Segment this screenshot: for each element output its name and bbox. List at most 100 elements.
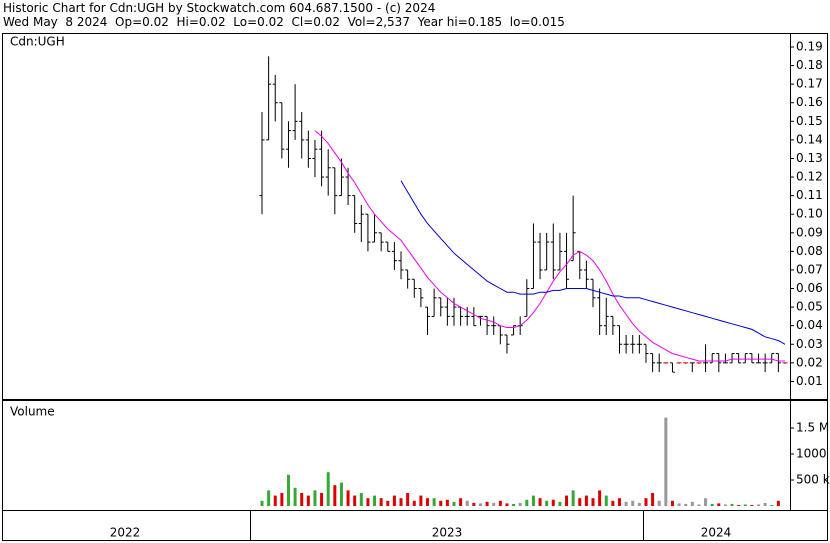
y-tick-label: 0.14 xyxy=(796,132,823,146)
volume-bar xyxy=(710,503,714,506)
y-tick-label: 0.04 xyxy=(796,318,823,332)
volume-bar xyxy=(280,493,284,506)
volume-bar xyxy=(670,500,674,506)
volume-bar xyxy=(617,498,621,506)
moving-average xyxy=(314,130,785,362)
volume-bar xyxy=(611,500,615,506)
y-tick-label: 0.02 xyxy=(796,355,823,369)
volume-bar xyxy=(531,495,535,506)
chart-subtitle: Wed May 8 2024 Op=0.02 Hi=0.02 Lo=0.02 C… xyxy=(3,15,565,29)
volume-bar xyxy=(757,504,761,506)
volume-bar xyxy=(737,504,741,506)
volume-bar xyxy=(565,495,569,506)
volume-panel xyxy=(2,400,828,511)
y-tick-label: 0.15 xyxy=(796,114,823,128)
volume-bar xyxy=(690,501,694,506)
volume-bar xyxy=(485,501,489,506)
y-tick-label: 500 k xyxy=(796,473,830,487)
volume-bar xyxy=(571,490,575,506)
volume-bar xyxy=(512,503,516,506)
symbol-label: Cdn:UGH xyxy=(10,35,65,49)
y-tick-label: 0.08 xyxy=(796,244,823,258)
volume-bar xyxy=(313,490,317,506)
volume-bar xyxy=(644,498,648,506)
volume-bar xyxy=(386,500,390,506)
volume-bar xyxy=(584,495,588,506)
volume-bar xyxy=(366,498,370,506)
volume-bar xyxy=(379,498,383,506)
volume-bar xyxy=(697,504,701,506)
y-tick-label: 0.12 xyxy=(796,170,823,184)
volume-bar xyxy=(664,417,668,506)
volume-bar xyxy=(452,501,456,506)
volume-bar xyxy=(545,500,549,506)
volume-bar xyxy=(439,500,443,506)
volume-bar xyxy=(631,500,635,506)
y-tick-label: 0.11 xyxy=(796,188,823,202)
year-label: 2022 xyxy=(110,526,141,540)
year-label: 2023 xyxy=(432,526,463,540)
time-axis xyxy=(2,510,828,541)
volume-bar xyxy=(459,498,463,506)
volume-bar xyxy=(704,498,708,506)
volume-bar xyxy=(293,487,297,506)
volume-bar xyxy=(551,499,555,506)
volume-bar xyxy=(432,498,436,506)
volume-bar xyxy=(604,495,608,506)
volume-bar xyxy=(406,493,410,506)
volume-bar xyxy=(286,474,290,506)
volume-bar xyxy=(525,499,529,506)
volume-bar xyxy=(538,498,542,506)
volume-bar xyxy=(472,502,476,506)
volume-label: Volume xyxy=(10,405,55,419)
volume-bar xyxy=(624,501,628,506)
volume-bar xyxy=(320,493,324,506)
volume-bar xyxy=(339,482,343,506)
y-tick-label: 0.13 xyxy=(796,151,823,165)
volume-bar xyxy=(578,498,582,506)
y-tick-label: 0.17 xyxy=(796,77,823,91)
volume-bar xyxy=(300,493,304,506)
volume-bar xyxy=(445,499,449,506)
y-tick-label: 0.06 xyxy=(796,281,823,295)
volume-bar xyxy=(770,504,774,506)
chart-title: Historic Chart for Cdn:UGH by Stockwatch… xyxy=(3,1,436,15)
volume-bar xyxy=(267,490,271,506)
volume-bar xyxy=(684,503,688,506)
year-label: 2024 xyxy=(701,526,732,540)
volume-bar xyxy=(306,495,310,506)
volume-bar xyxy=(743,504,747,506)
volume-bar xyxy=(637,502,641,506)
volume-bar xyxy=(717,503,721,506)
y-tick-label: 0.10 xyxy=(796,207,823,221)
y-tick-label: 1.5 M xyxy=(796,421,829,435)
volume-bar xyxy=(492,502,496,506)
volume-bar xyxy=(419,495,423,506)
volume-bar xyxy=(657,500,661,506)
y-tick-label: 0.05 xyxy=(796,300,823,314)
y-tick-label: 0.01 xyxy=(796,374,823,388)
y-tick-label: 0.16 xyxy=(796,95,823,109)
volume-bar xyxy=(558,501,562,506)
volume-bar xyxy=(333,485,337,506)
volume-bar xyxy=(353,495,357,506)
moving-average xyxy=(400,180,786,345)
volume-bar xyxy=(750,504,754,506)
volume-bar xyxy=(651,493,655,506)
y-tick-label: 0.03 xyxy=(796,337,823,351)
y-tick-label: 0.18 xyxy=(796,58,823,72)
volume-bar xyxy=(373,495,377,506)
volume-bar xyxy=(518,502,522,506)
volume-bar xyxy=(730,503,734,506)
volume-bar xyxy=(498,500,502,506)
y-tick-label: 0.09 xyxy=(796,225,823,239)
volume-bar xyxy=(763,502,767,506)
volume-bar xyxy=(478,503,482,506)
y-tick-label: 0.07 xyxy=(796,262,823,276)
volume-bar xyxy=(392,495,396,506)
volume-bar xyxy=(505,503,509,506)
volume-bar xyxy=(326,472,330,506)
volume-bar xyxy=(273,495,277,506)
